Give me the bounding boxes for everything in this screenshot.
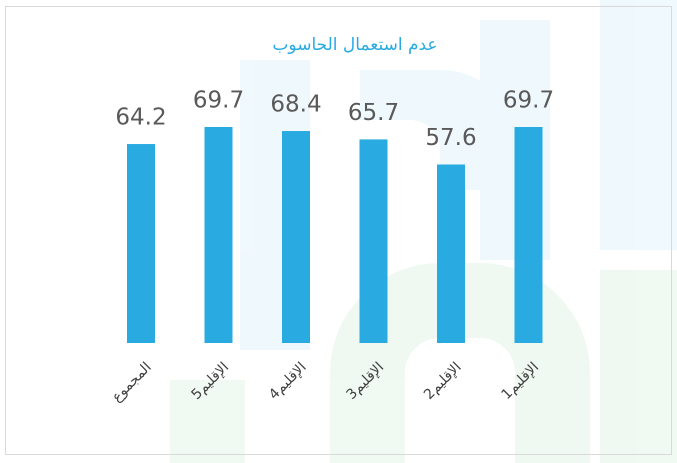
data-label: 65.7 [348,100,399,126]
data-label: 64.2 [115,105,166,131]
bar [204,127,233,343]
bar [514,127,543,343]
bar [127,144,155,343]
bar [359,139,388,343]
bar [437,164,465,343]
data-label: 68.4 [270,92,321,118]
data-label: 69.7 [193,88,244,114]
chart-frame [5,6,672,455]
data-label: 69.7 [503,88,554,114]
bar [282,131,310,343]
data-label: 57.6 [425,125,476,151]
chart-title: عدم استعمال الحاسوب [272,35,437,55]
